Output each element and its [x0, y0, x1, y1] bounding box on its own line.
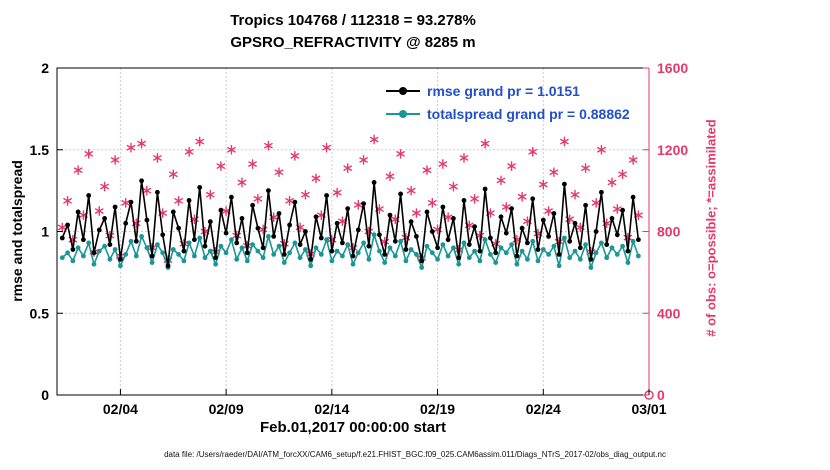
svg-text:800: 800 [657, 224, 681, 240]
legend-label-rmse: rmse grand pr = 1.0151 [427, 82, 580, 99]
data-file-caption: data file: /Users/raeder/DAI/ATM_forcXX/… [164, 450, 666, 459]
svg-text:2: 2 [41, 60, 49, 76]
x-axis-label: Feb.01,2017 00:00:00 start [260, 419, 446, 436]
svg-text:400: 400 [657, 305, 681, 321]
legend: rmse grand pr = 1.0151 totalspread grand… [386, 79, 630, 125]
svg-text:1200: 1200 [657, 142, 688, 158]
svg-text:0: 0 [657, 387, 665, 403]
svg-text:1600: 1600 [657, 60, 688, 76]
svg-text:03/01: 03/01 [631, 401, 666, 417]
svg-text:02/04: 02/04 [103, 401, 138, 417]
legend-entry-totalspread: totalspread grand pr = 0.88862 [386, 102, 630, 125]
svg-text:02/09: 02/09 [209, 401, 244, 417]
right-axis-label: # of obs: o=possible; *=assimilated [703, 119, 719, 337]
svg-text:1.5: 1.5 [30, 142, 50, 158]
left-axis-label: rmse and totalspread [9, 160, 25, 302]
legend-entry-rmse: rmse grand pr = 1.0151 [386, 79, 630, 102]
chart-title-line2: GPSRO_REFRACTIVITY @ 8285 m [230, 34, 476, 51]
svg-text:0: 0 [41, 387, 49, 403]
chart-title-line1: Tropics 104768 / 112318 = 93.278% [230, 12, 476, 29]
svg-text:02/19: 02/19 [420, 401, 455, 417]
svg-text:02/24: 02/24 [526, 401, 561, 417]
legend-label-totalspread: totalspread grand pr = 0.88862 [427, 105, 630, 122]
svg-text:1: 1 [41, 224, 49, 240]
svg-text:0.5: 0.5 [30, 305, 50, 321]
svg-text:02/14: 02/14 [314, 401, 349, 417]
totalspread-line-marker [386, 109, 420, 119]
rmse-line-marker [386, 86, 420, 96]
